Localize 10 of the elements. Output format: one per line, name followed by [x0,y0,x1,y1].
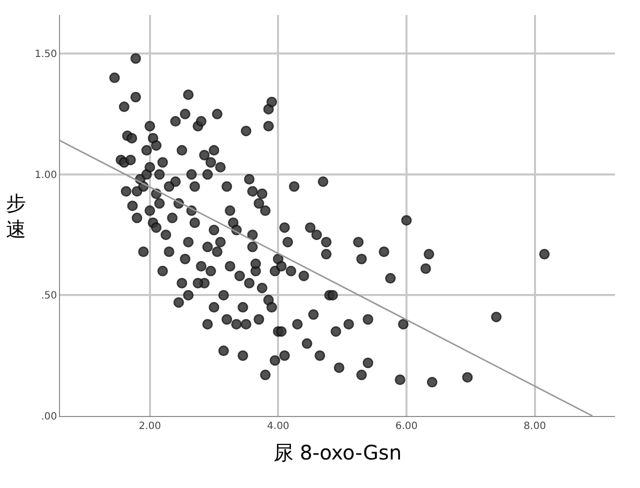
x-tick-label: 4.00 [267,421,290,432]
x-tick-label: 8.00 [524,421,546,432]
x-tick-label: 2.00 [138,421,161,432]
x-axis-title: 尿 8-oxo-Gsn [273,440,402,464]
y-tick-label: 1.50 [34,49,57,60]
x-tick-label: 6.00 [395,421,418,432]
y-tick-label: .50 [41,290,57,302]
y-axis-title: 步速 [6,191,26,241]
y-tick-label: .00 [41,412,57,422]
y-tick-label: 1.00 [34,170,57,181]
